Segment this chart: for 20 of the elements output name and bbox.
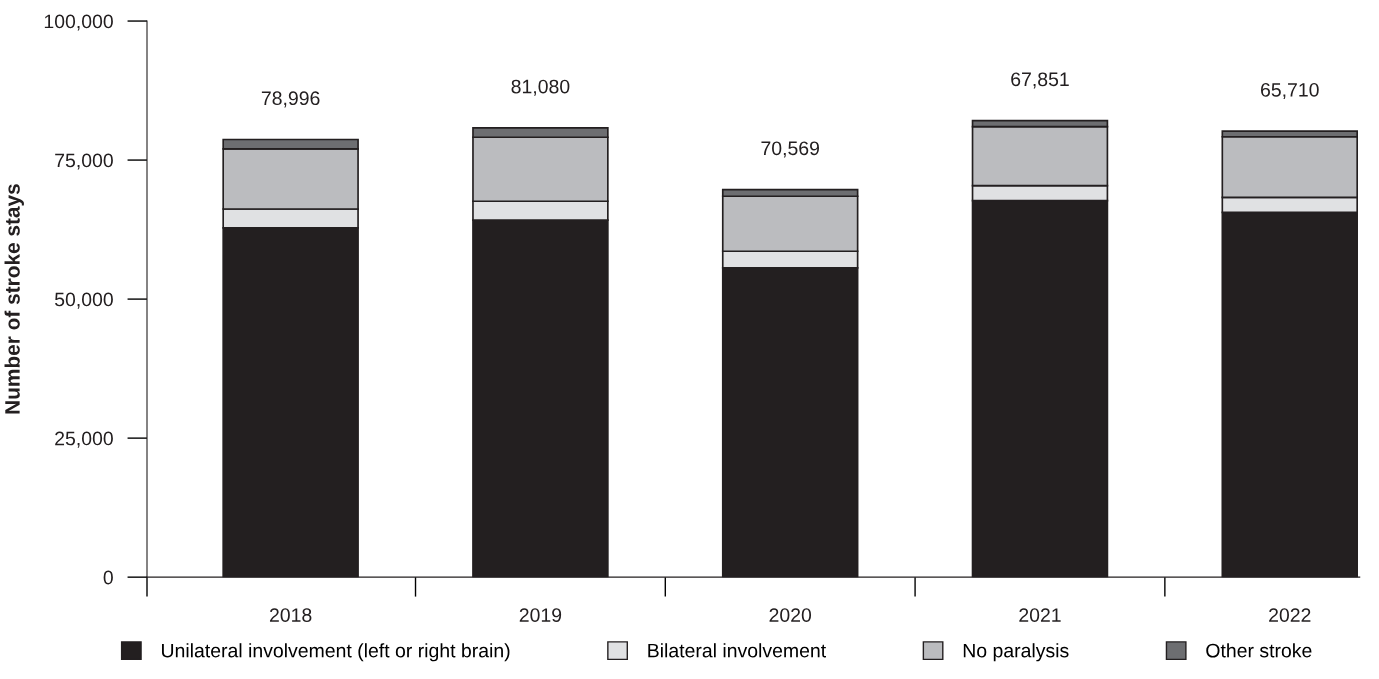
x-tick-label: 2020 [769,608,812,622]
legend-label: Unilateral involvement (left or right brain) [162,643,510,662]
annotation: 67,851 [1011,72,1069,89]
legend-label: Bilateral involvement [648,643,826,658]
annotation: 81,080 [511,79,570,96]
y-tick-label: 25,000 [55,431,113,448]
y-axis-title: Number of stroke stays [4,184,24,414]
annotation: 65,710 [1261,82,1319,100]
y-tick-label: 100,000 [44,14,113,31]
x-tick-label: 2021 [1019,608,1061,622]
x-tick-label: 2019 [519,608,562,622]
x-tick-label: 2022 [1269,608,1311,622]
x-tick-label: 2018 [269,608,312,622]
legend-label: No paralysis [963,643,1069,662]
annotation: 70,569 [761,141,820,158]
annotation: 78,996 [261,91,320,108]
y-tick-label: 50,000 [54,292,113,309]
y-tick-label: 75,000 [55,153,113,170]
legend-label: Other stroke [1206,643,1312,658]
y-tick-label: 0 [103,570,113,585]
